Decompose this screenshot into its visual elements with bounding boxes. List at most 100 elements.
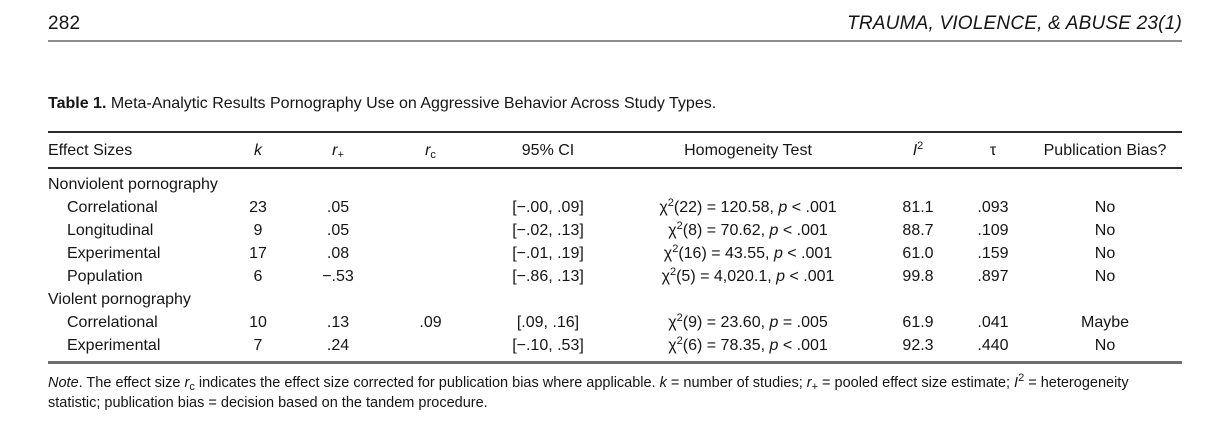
i-squared-cell: 99.8 [878, 265, 958, 288]
r-c-cell [383, 242, 478, 265]
chi-symbol: χ [661, 268, 670, 285]
i-squared-cell [878, 168, 958, 196]
p-value-text: = .005 [778, 314, 828, 331]
r-plus-value: .05 [326, 222, 350, 239]
note-segment: c [189, 381, 195, 393]
r-c-cell [383, 334, 478, 363]
homogeneity-cell: χ2(9) = 23.60, p = .005 [618, 311, 878, 334]
r-plus-value: .08 [326, 245, 350, 262]
note-segment: indicates the effect size corrected for … [194, 375, 660, 391]
publication-bias-cell: No [1028, 334, 1182, 363]
p-value-text: < .001 [782, 245, 833, 262]
k-value: 10 [249, 314, 267, 331]
publication-bias-cell: No [1028, 219, 1182, 242]
table-row: Correlational 23 .05 [−.00, .09] χ2(22) … [48, 196, 1182, 219]
homogeneity-value: χ2(5) = 4,020.1, p < .001 [661, 266, 835, 286]
col-header-label: Effect Sizes [48, 142, 133, 159]
p-symbol: p [769, 314, 779, 331]
ci-value: [−.01, .19] [512, 245, 584, 262]
table-row: Nonviolent pornography [48, 168, 1182, 196]
r-c-cell [383, 288, 478, 311]
tau-cell: .159 [958, 242, 1028, 265]
col-header-label: k [254, 142, 262, 159]
col-header-homogeneity: Homogeneity Test [618, 132, 878, 168]
chi-exponent: 2 [676, 335, 683, 347]
homogeneity-cell [618, 288, 878, 311]
p-value-text: < .001 [778, 337, 828, 354]
i-squared-cell: 92.3 [878, 334, 958, 363]
col-header-label: 95% CI [521, 142, 575, 159]
effect-size-cell: Nonviolent pornography [48, 168, 223, 196]
r-c-cell [383, 219, 478, 242]
r-c-cell: .09 [383, 311, 478, 334]
publication-bias-value: No [1094, 222, 1116, 239]
ci-cell: [−.02, .13] [478, 219, 618, 242]
col-header-r-plus: r+ [293, 132, 383, 168]
r-plus-cell: .05 [293, 219, 383, 242]
publication-bias-value: No [1094, 337, 1116, 354]
tau-cell: .897 [958, 265, 1028, 288]
note-segment: = heterogeneity statistic; publication b… [48, 375, 1129, 411]
i-squared-value: 61.0 [902, 245, 934, 262]
k-value: 23 [249, 199, 267, 216]
r-plus-cell: .13 [293, 311, 383, 334]
tau-cell: .440 [958, 334, 1028, 363]
note-segment: I [1014, 375, 1019, 391]
effect-size-cell: Correlational [48, 311, 223, 334]
homogeneity-value: χ2(6) = 78.35, p < .001 [668, 335, 828, 355]
col-header-publication-bias: Publication Bias? [1028, 132, 1182, 168]
table-caption-text: Meta-Analytic Results Pornography Use on… [106, 95, 717, 112]
row-label: Longitudinal [67, 222, 154, 239]
publication-bias-cell: No [1028, 242, 1182, 265]
note-segment: k [659, 375, 667, 391]
ci-value: [−.10, .53] [512, 337, 584, 354]
table-row: Violent pornography [48, 288, 1182, 311]
running-head: 282 TRAUMA, VIOLENCE, & ABUSE 23(1) [48, 0, 1182, 42]
p-value-text: < .001 [785, 268, 835, 285]
chi-test-text: (16) = 43.55, [678, 245, 774, 262]
homogeneity-cell: χ2(22) = 120.58, p < .001 [618, 196, 878, 219]
chi-test-text: (9) = 23.60, [682, 314, 770, 331]
r-c-cell [383, 168, 478, 196]
i-squared-value: 92.3 [902, 337, 934, 354]
chi-symbol: χ [659, 199, 668, 216]
k-cell: 7 [223, 334, 293, 363]
i-squared-value: 81.1 [902, 199, 934, 216]
col-header-tau: τ [958, 132, 1028, 168]
table-row: Experimental 17 .08 [−.01, .19] χ2(16) =… [48, 242, 1182, 265]
r-plus-value: −.53 [322, 268, 354, 285]
effect-size-cell: Correlational [48, 196, 223, 219]
note-segment: 2 [1018, 372, 1025, 384]
homogeneity-cell: χ2(5) = 4,020.1, p < .001 [618, 265, 878, 288]
table-note: Note. The effect size rc indicates the e… [48, 373, 1182, 413]
i-squared-value: 88.7 [902, 222, 934, 239]
effect-size-cell: Violent pornography [48, 288, 223, 311]
k-value: 9 [253, 222, 263, 239]
r-plus-cell: .08 [293, 242, 383, 265]
k-cell: 6 [223, 265, 293, 288]
chi-exponent: 2 [669, 266, 677, 278]
homogeneity-cell: χ2(16) = 43.55, p < .001 [618, 242, 878, 265]
p-symbol: p [773, 245, 783, 262]
publication-bias-value: Maybe [1080, 314, 1130, 331]
chi-test-text: (5) = 4,020.1, [676, 268, 777, 285]
ci-cell: [−.86, .13] [478, 265, 618, 288]
i-squared-cell [878, 288, 958, 311]
r-plus-cell [293, 288, 383, 311]
row-label: Correlational [67, 199, 158, 216]
row-label: Nonviolent pornography [48, 176, 218, 193]
ci-cell: [.09, .16] [478, 311, 618, 334]
r-c-value: .09 [419, 314, 442, 331]
table-caption: Table 1. Meta-Analytic Results Pornograp… [48, 94, 1182, 114]
effect-size-cell: Experimental [48, 242, 223, 265]
note-segment: . The effect size [78, 375, 185, 391]
subscript: c [430, 149, 436, 161]
chi-exponent: 2 [676, 312, 683, 324]
col-header-label: τ [989, 142, 997, 159]
publication-bias-value: No [1094, 268, 1116, 285]
tau-value: .159 [977, 245, 1009, 262]
publication-bias-cell: No [1028, 265, 1182, 288]
row-label: Violent pornography [48, 291, 191, 308]
header-row: Effect Sizes k r+ rc 95% CI Homogeneity … [48, 132, 1182, 168]
table-caption-label: Table 1. [48, 95, 107, 112]
